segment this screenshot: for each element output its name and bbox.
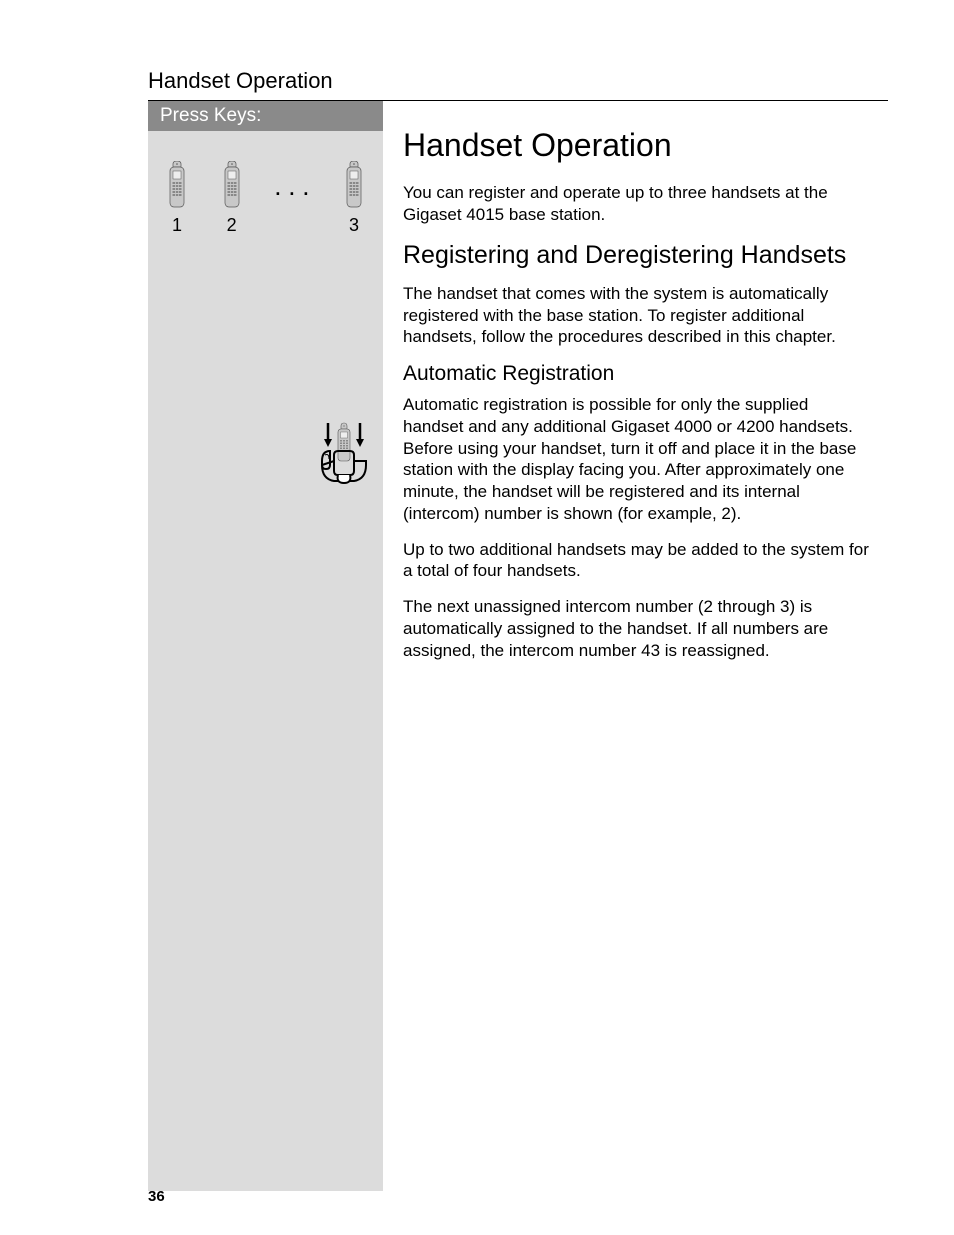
paragraph: Automatic registration is possible for o… — [403, 394, 873, 525]
page-number: 36 — [148, 1188, 165, 1205]
sidebar: Press Keys: — [148, 101, 383, 1191]
handset-number: 2 — [227, 215, 237, 236]
handset-icon — [221, 161, 243, 211]
handset-2: 2 — [221, 161, 243, 236]
ellipsis: . . . — [275, 179, 310, 200]
paragraph: The handset that comes with the system i… — [403, 283, 873, 348]
sidebar-body: 1 — [148, 131, 383, 1191]
columns: Press Keys: — [148, 101, 888, 1191]
handset-number: 1 — [172, 215, 182, 236]
page-content: Handset Operation Press Keys: — [148, 68, 888, 1191]
paragraph: The next unassigned intercom number (2 t… — [403, 596, 873, 661]
handset-3: 3 — [343, 161, 365, 236]
heading-2: Registering and Deregistering Handsets — [403, 240, 873, 271]
handset-1: 1 — [166, 161, 188, 236]
page-header-title: Handset Operation — [148, 68, 888, 94]
heading-1: Handset Operation — [403, 127, 873, 164]
main-content: Handset Operation You can register and o… — [383, 101, 873, 675]
handset-icon — [166, 161, 188, 211]
base-station-icon — [316, 421, 372, 489]
paragraph: Up to two additional handsets may be add… — [403, 539, 873, 583]
handset-number: 3 — [349, 215, 359, 236]
intro-paragraph: You can register and operate up to three… — [403, 182, 873, 226]
heading-3: Automatic Registration — [403, 362, 873, 386]
press-keys-label: Press Keys: — [148, 101, 383, 131]
handset-row: 1 — [158, 161, 373, 236]
handset-icon — [343, 161, 365, 211]
